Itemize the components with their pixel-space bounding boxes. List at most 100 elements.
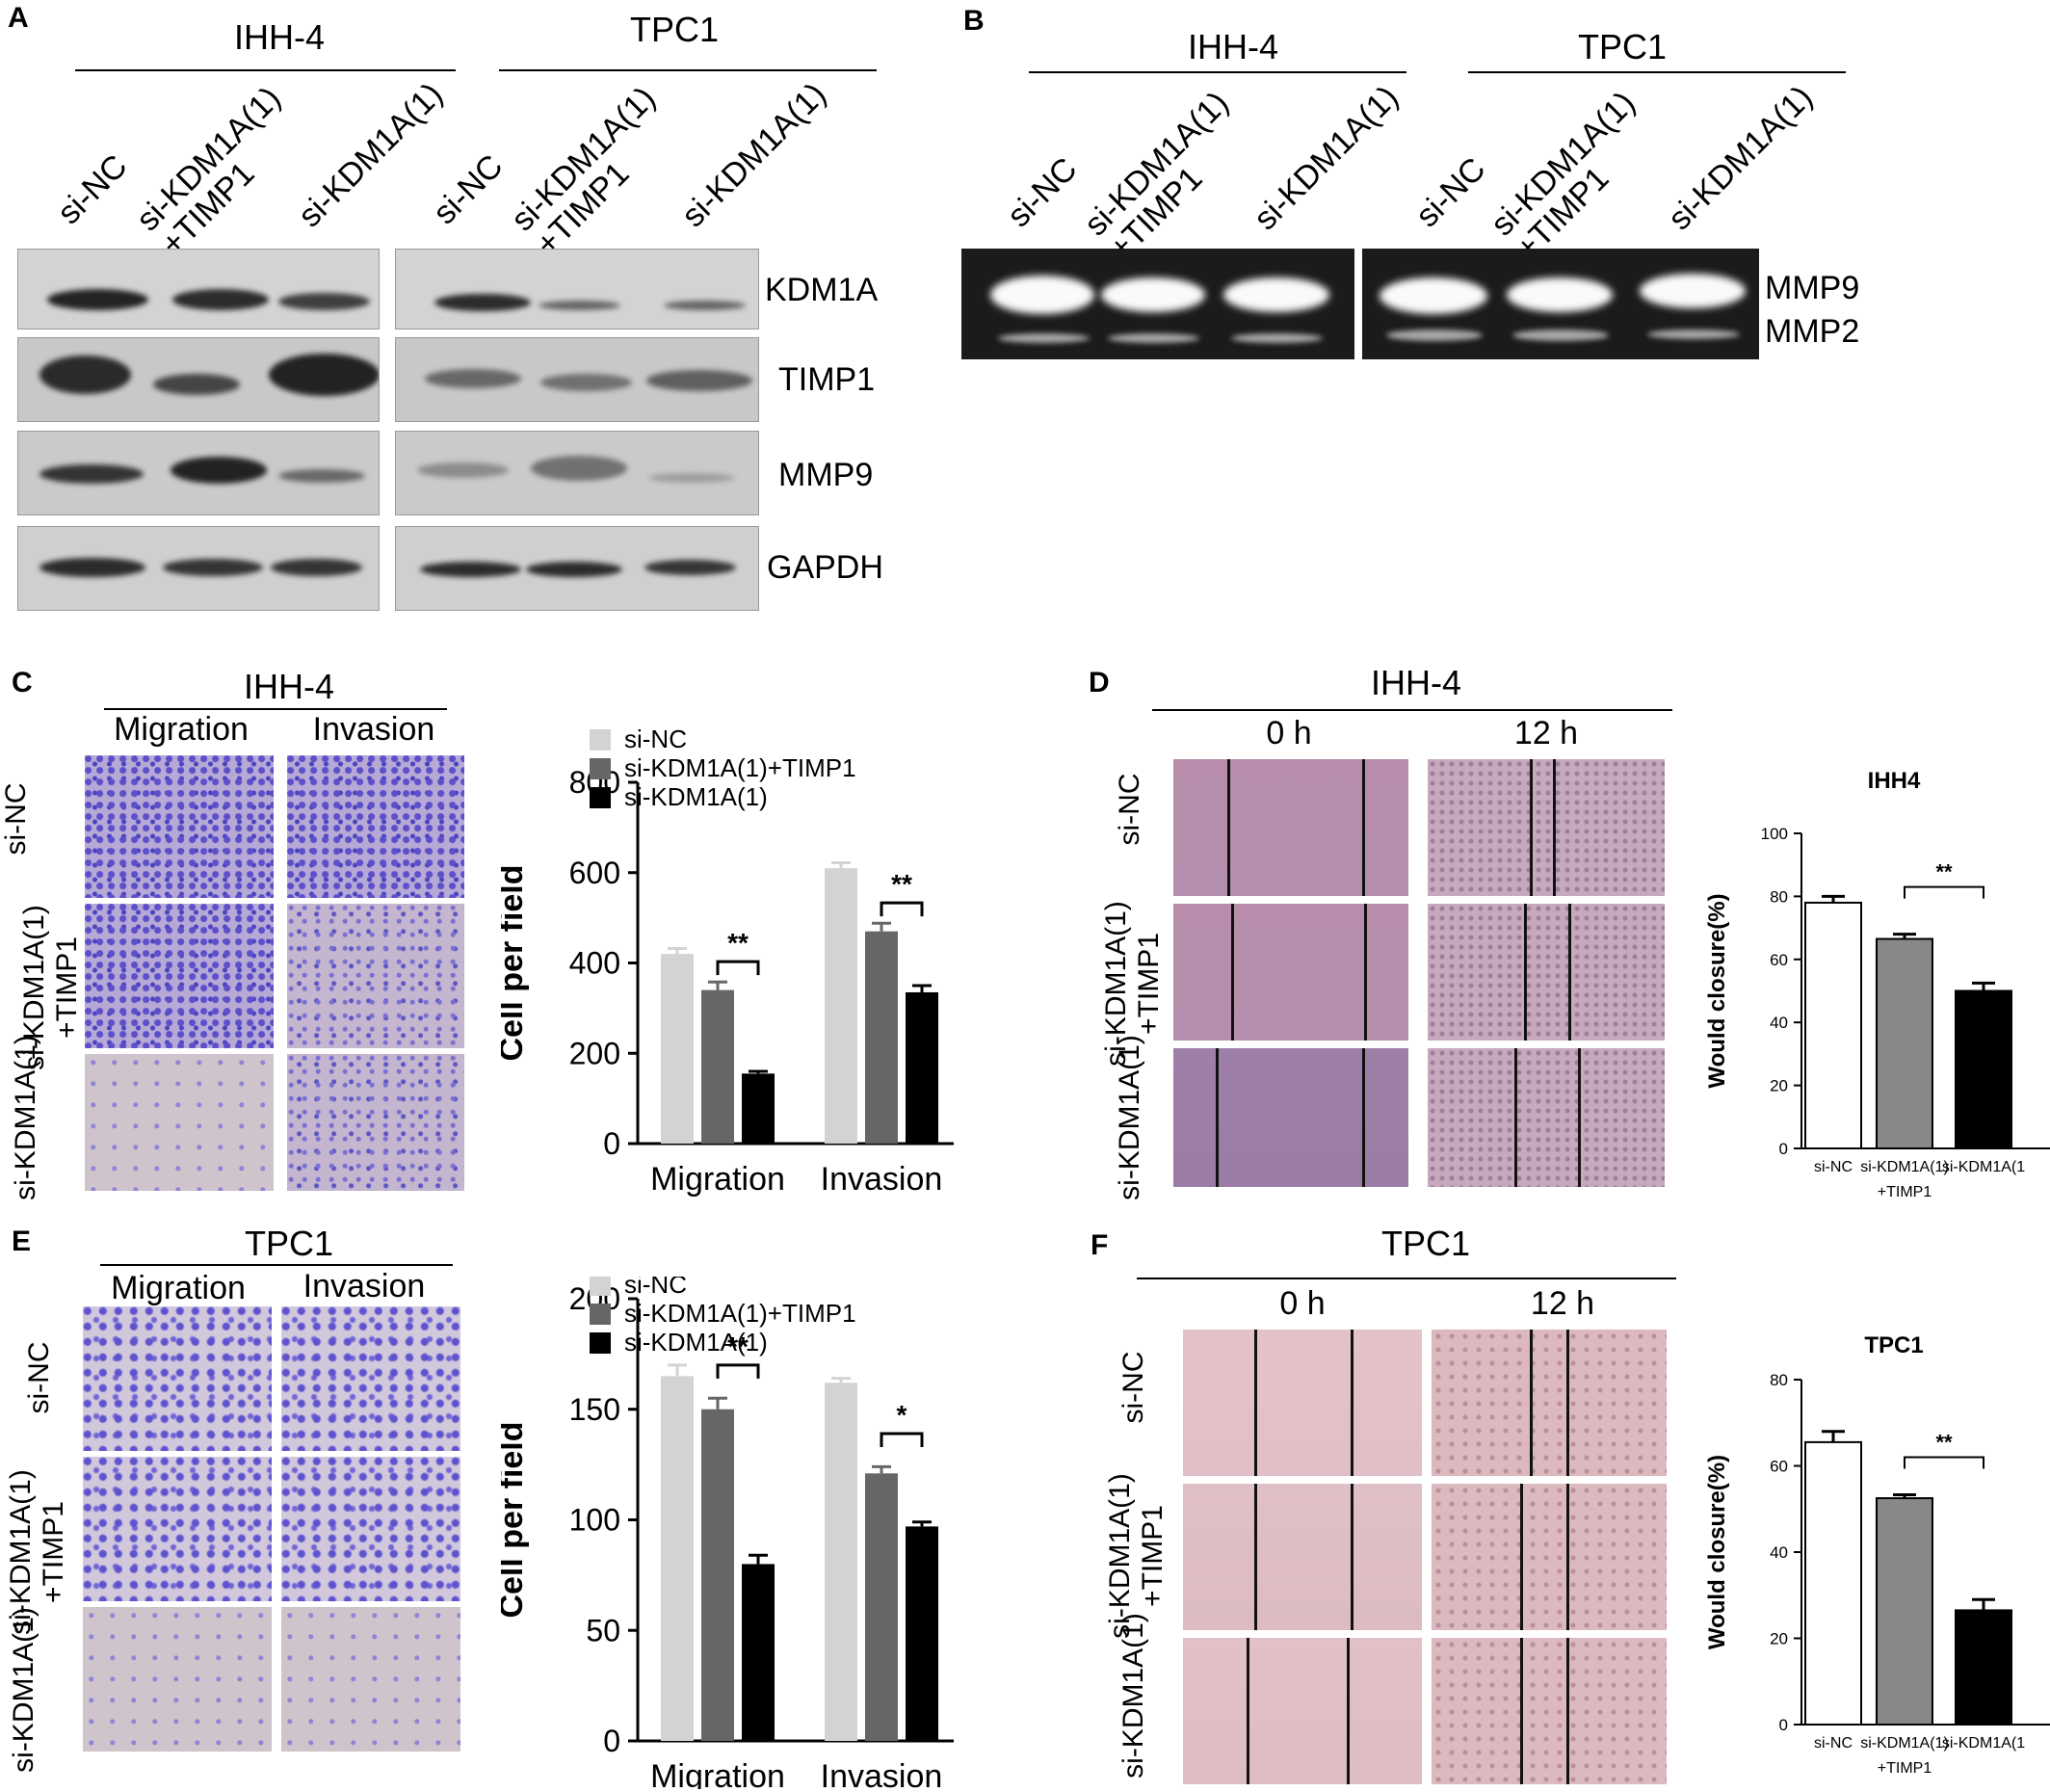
significance-bracket	[880, 901, 924, 917]
blot-band	[39, 464, 144, 484]
panel-label-a: A	[8, 2, 29, 34]
legend-swatch	[590, 758, 611, 779]
scratch-edge-line	[1227, 759, 1230, 896]
legend-label: si-NC	[624, 725, 687, 753]
y-tick-label: 100	[569, 1503, 620, 1538]
x-tick-label: Invasion	[821, 1161, 943, 1198]
y-tick-label: 600	[569, 856, 620, 890]
scratch-edge-line	[1347, 1638, 1350, 1784]
scratch-12h-kd	[1428, 1048, 1665, 1187]
legend-label: si-KDM1A(1)+TIMP1	[624, 1299, 856, 1328]
panel-c-col-invasion: Invasion	[312, 711, 435, 748]
legend-label: si-KDM1A(1)	[624, 782, 768, 811]
gel-band-mmp2	[1647, 329, 1740, 339]
scratch-edge-line	[1254, 1330, 1257, 1476]
blot-ihh4-row	[17, 249, 380, 329]
y-axis-label: Would closure(%)	[1704, 893, 1730, 1088]
y-axis-label: Cell per field	[501, 864, 530, 1061]
scratch-edge-line	[1566, 1638, 1569, 1784]
panel-a-tpc1-line	[499, 69, 877, 71]
blot-band	[39, 356, 131, 394]
bar	[1955, 989, 2012, 1149]
bar	[865, 1473, 898, 1741]
panel-b-group-ihh4: IHH-4	[1187, 27, 1278, 66]
scratch-edge-line	[1578, 1048, 1581, 1187]
panel-b-lane-tpc1-timp1: si-KDM1A(1) +TIMP1	[1484, 85, 1666, 268]
panel-c-row-sinc: si-NC	[0, 782, 32, 856]
x-tick-label: +TIMP1	[1878, 1184, 1932, 1200]
panel-e-row-sinc: si-NC	[23, 1341, 55, 1414]
significance-stars: *	[897, 1400, 907, 1430]
blot-band	[417, 462, 509, 478]
y-tick-label: 200	[569, 1036, 620, 1070]
gel-band-mmp9	[1101, 277, 1205, 312]
x-tick-label: si-KDM1A(1)	[1860, 1159, 1949, 1175]
x-tick-label: Migration	[650, 1161, 785, 1198]
scratch-edge-line	[1216, 1048, 1219, 1187]
gel-band-mmp2	[998, 333, 1090, 343]
scratch-0h-timp1	[1183, 1484, 1422, 1630]
panel-b-gel-tpc1	[1362, 249, 1759, 359]
scratch-edge-line	[1566, 1330, 1569, 1476]
panel-b-lane-ihh4-kd: si-KDM1A(1)	[1247, 78, 1406, 238]
blot-tpc1-row	[395, 431, 759, 515]
micrograph-migration-sinc	[85, 755, 274, 898]
micrograph-migration-kd	[83, 1607, 272, 1752]
bar	[906, 991, 938, 1144]
scratch-0h-kd	[1183, 1638, 1422, 1784]
significance-stars: **	[891, 869, 912, 899]
scratch-edge-line	[1530, 1330, 1533, 1476]
x-tick-label: si-NC	[1814, 1735, 1853, 1752]
panel-c-col-migration: Migration	[114, 711, 249, 748]
panel-a-lane-ihh4-timp1: si-KDM1A(1) +TIMP1	[129, 80, 311, 263]
panel-c-row-kd: si-KDM1A(1)	[10, 1035, 41, 1200]
micrograph-migration-kd	[85, 1054, 274, 1191]
micrograph-migration-timp1	[83, 1457, 272, 1601]
scratch-edge-line	[1514, 1048, 1517, 1187]
bar	[906, 1526, 938, 1741]
x-tick-label: si-NC	[1814, 1159, 1853, 1175]
panel-f-bar-chart: TPC1 0 20 40 60 80 Would closure(%) si-NC si-KDM…	[1704, 1332, 2050, 1777]
legend-swatch	[590, 787, 611, 808]
panel-f-col-12h: 12 h	[1530, 1285, 1595, 1322]
blot-band	[539, 301, 620, 310]
gel-band-mmp9	[1223, 277, 1329, 312]
legend-swatch	[590, 1332, 611, 1354]
panel-f-title: TPC1	[1380, 1224, 1471, 1263]
panel-b-lane-tpc1-sinc: si-NC	[1408, 150, 1493, 235]
micrograph-migration-sinc	[83, 1306, 272, 1451]
panel-a-lane-tpc1-sinc: si-NC	[426, 147, 511, 232]
micrograph-invasion-kd	[287, 1054, 464, 1191]
blot-band	[434, 294, 531, 311]
x-tick-label: si-KDM1A(1	[1942, 1159, 2025, 1175]
row-line2: +TIMP1	[1137, 1505, 1169, 1607]
bar	[701, 1409, 734, 1741]
panel-c-title-line	[104, 708, 447, 710]
micrograph-invasion-kd	[281, 1607, 460, 1752]
blot-band	[278, 469, 365, 483]
panel-d-bar-chart: IHH4 0 20 40 60 80 100 Would closure(%) si-NC si-…	[1704, 768, 2050, 1200]
y-axis-label: Would closure(%)	[1704, 1455, 1730, 1649]
blot-band	[271, 559, 362, 576]
bar	[1955, 1609, 2012, 1726]
panel-b-tpc1-line	[1468, 71, 1846, 73]
panel-a-lane-ihh4-sinc: si-NC	[50, 147, 135, 232]
panel-a-group-ihh4: IHH-4	[233, 17, 325, 57]
panel-a-protein-mmp9: MMP9	[778, 457, 874, 493]
panel-e-title-line	[100, 1264, 453, 1266]
micrograph-invasion-sinc	[287, 755, 464, 898]
panel-d-row-sinc: si-NC	[1114, 773, 1145, 846]
panel-b-lane-tpc1-kd: si-KDM1A(1)	[1661, 78, 1820, 238]
scratch-edge-line	[1231, 904, 1234, 1041]
panel-f-row-sinc: si-NC	[1117, 1351, 1149, 1424]
legend-label: si-KDM1A(1)+TIMP1	[624, 753, 856, 782]
significance-stars: **	[1935, 1431, 1953, 1455]
blot-band	[526, 562, 622, 577]
bar	[1876, 937, 1933, 1149]
scratch-edge-line	[1520, 1484, 1523, 1630]
legend-swatch	[590, 1277, 611, 1296]
gel-band-mmp2	[1512, 329, 1609, 341]
significance-stars: **	[727, 928, 749, 958]
panel-label-f: F	[1091, 1229, 1109, 1261]
